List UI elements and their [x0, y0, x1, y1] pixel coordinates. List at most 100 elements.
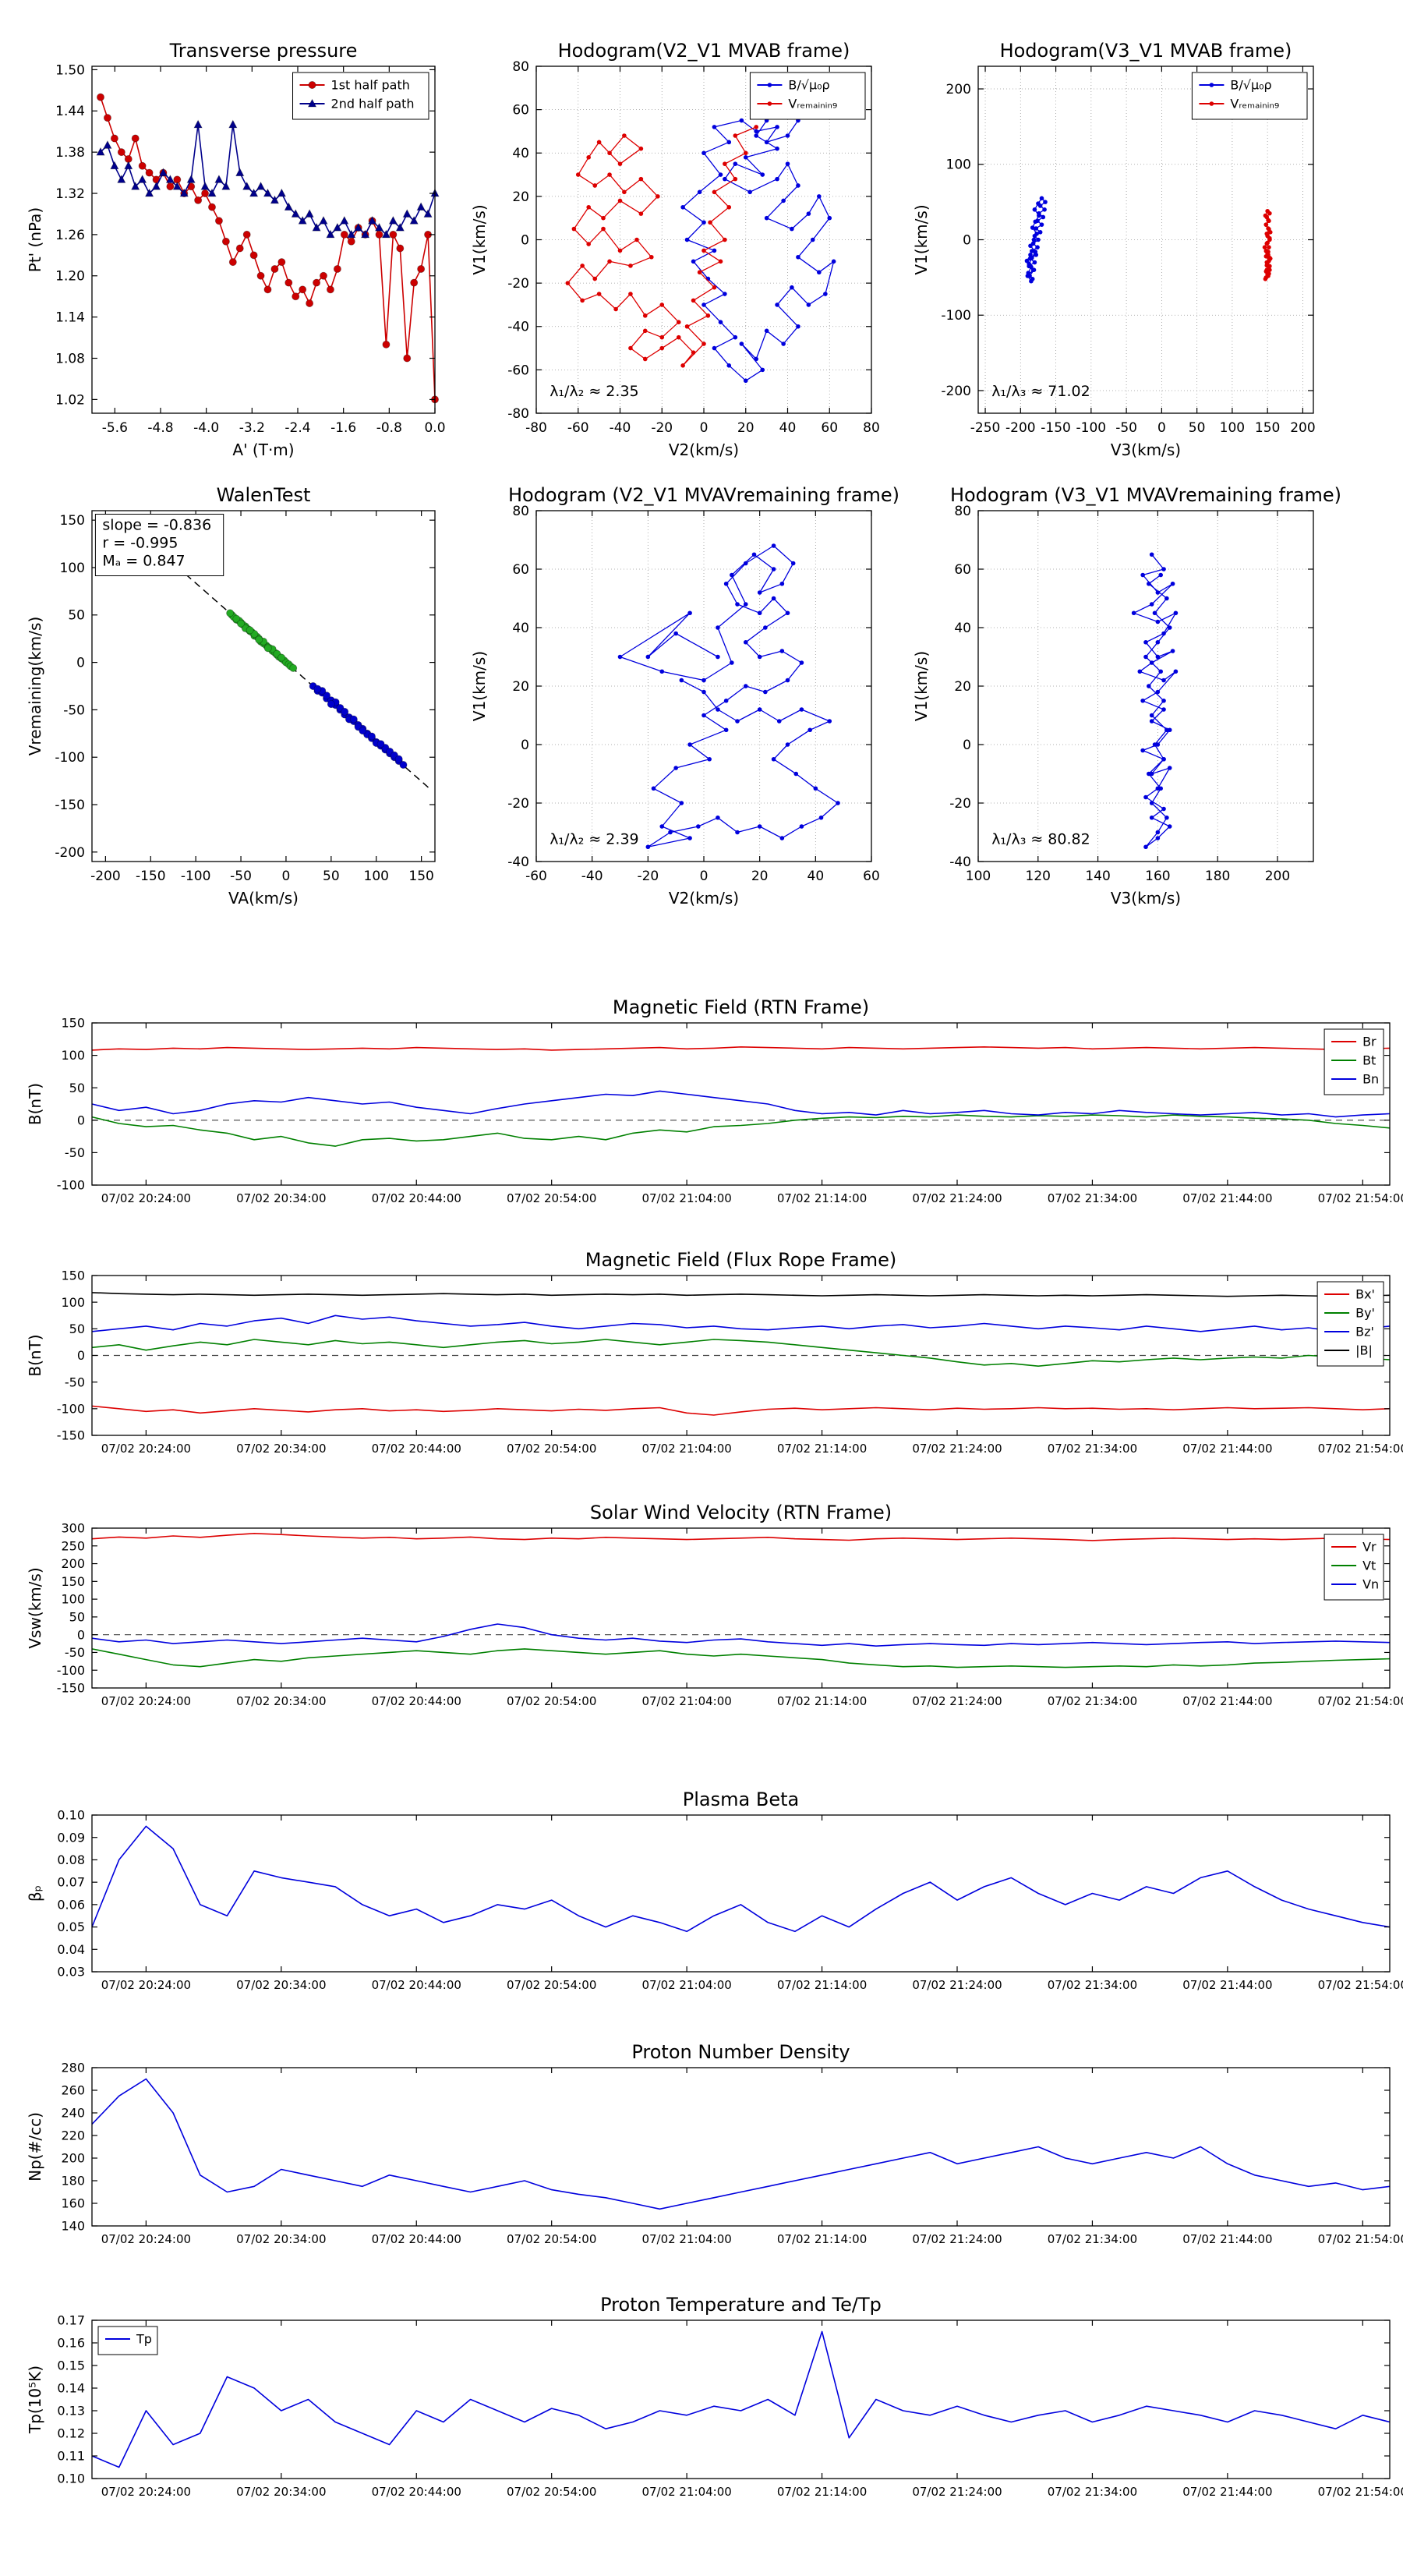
y-tick-label: -150 [57, 1428, 85, 1443]
y-tick-label: 280 [61, 2061, 85, 2075]
x-tick-label: 100 [364, 869, 389, 884]
series-Bz' [91, 1315, 1391, 1332]
x-tick-label: 07/02 20:44:00 [372, 2232, 461, 2246]
y-tick-label: 50 [69, 1081, 85, 1095]
legend-label: Bz' [1355, 1325, 1374, 1339]
y-tick-label: 50 [69, 1609, 85, 1624]
y-tick-label: 0.11 [57, 2449, 85, 2464]
x-tick-label: 180 [1205, 869, 1230, 884]
x-tick-label: 07/02 20:54:00 [507, 1978, 596, 1992]
chart-title: Plasma Beta [683, 1789, 799, 1810]
x-tick-label: 07/02 21:24:00 [912, 2232, 1002, 2246]
legend: 1st half path 2nd half path [292, 72, 429, 120]
y-tick-label: -20 [507, 796, 529, 812]
x-tick-label: 07/02 20:24:00 [101, 1442, 191, 1456]
y-tick-label: 0.04 [57, 1942, 85, 1957]
y-tick-label: -20 [507, 276, 529, 292]
x-tick-label: 100 [966, 869, 991, 884]
x-tick-label: -50 [1115, 420, 1137, 436]
x-tick-label: 07/02 21:34:00 [1048, 1694, 1137, 1708]
chart-title: Magnetic Field (Flux Rope Frame) [585, 1249, 896, 1271]
series-Bn [91, 1090, 1391, 1118]
x-tick-label: -50 [230, 869, 252, 884]
x-tick-label: 07/02 21:44:00 [1182, 2232, 1272, 2246]
x-tick-label: 07/02 21:54:00 [1318, 1191, 1403, 1205]
annotation-line: r = -0.995 [102, 535, 178, 552]
x-tick-label: 07/02 21:34:00 [1048, 1978, 1137, 1992]
y-axis-label: βₚ [26, 1885, 44, 1902]
y-tick-label: 0.10 [57, 1808, 85, 1823]
x-tick-label: 07/02 21:04:00 [641, 2232, 731, 2246]
x-tick-label: -40 [581, 869, 603, 884]
legend-label: Vn [1362, 1577, 1379, 1592]
chart-solar-wind-velocity: 07/02 20:24:00 07/02 20:34:00 07/02 20:44:… [26, 1502, 1403, 1708]
chart-transverse-pressure: -5.6 -4.8 -4.0 -3.2 -2.4 -1.6 -0.8 0.0 1.02 1.08 1… [26, 40, 446, 459]
series-Tp [91, 2330, 1391, 2468]
x-tick-label: 07/02 21:44:00 [1182, 2485, 1272, 2499]
legend-label: Bn [1362, 1072, 1379, 1087]
y-tick-label: -100 [941, 308, 971, 324]
y-tick-label: 80 [512, 59, 529, 75]
x-tick-label: -2.4 [284, 420, 310, 436]
legend: Tp [97, 2326, 158, 2355]
legend: Bx' By' Bz' |B| [1316, 1281, 1384, 1367]
x-tick-label: 200 [1265, 869, 1290, 884]
x-tick-label: 07/02 21:44:00 [1182, 1442, 1272, 1456]
x-tick-label: 50 [1189, 420, 1206, 436]
y-tick-label: 80 [512, 504, 529, 519]
annotation: λ₁/λ₃ ≈ 80.82 [991, 831, 1090, 848]
y-axis-label: B(nT) [26, 1083, 44, 1125]
y-tick-label: -80 [507, 406, 529, 422]
x-tick-label: 07/02 20:54:00 [507, 2485, 596, 2499]
y-tick-label: 20 [512, 679, 529, 695]
legend: B/√μ₀ρ Vᵣₑₘₐᵢₙᵢₙ₉ [749, 72, 866, 120]
x-tick-label: 07/02 20:24:00 [101, 1694, 191, 1708]
y-tick-label: 0 [77, 1113, 85, 1127]
chart-title: Hodogram (V2_V1 MVAVremaining frame) [508, 484, 899, 506]
y-tick-label: -100 [57, 1663, 85, 1678]
y-tick-label: 150 [61, 1016, 85, 1031]
chart-magnetic-field-rtn: 07/02 20:24:00 07/02 20:34:00 07/02 20:44:… [26, 996, 1403, 1205]
y-tick-label: 1.38 [55, 145, 85, 161]
axes-frame [91, 1527, 1391, 1689]
x-tick-label: 07/02 20:34:00 [236, 1442, 326, 1456]
x-tick-label: 07/02 21:24:00 [912, 1978, 1002, 1992]
y-tick-label: 1.26 [55, 228, 85, 243]
x-tick-label: 07/02 20:44:00 [372, 1191, 461, 1205]
y-tick-label: 150 [61, 1269, 85, 1283]
annotation-line: slope = -0.836 [102, 517, 211, 534]
y-tick-label: 20 [512, 189, 529, 205]
x-tick-label: 07/02 21:14:00 [777, 2232, 867, 2246]
x-tick-label: -3.2 [239, 420, 265, 436]
y-tick-label: 50 [68, 608, 85, 624]
annotation-line: Mₐ = 0.847 [102, 553, 185, 570]
series-Vr [91, 1533, 1391, 1541]
x-tick-label: 07/02 20:34:00 [236, 1191, 326, 1205]
chart-hodogram-v2v1-mvav: -60 -40 -20 0 20 40 60-40-20020406080V2(km/s)V… [470, 484, 899, 908]
y-tick-label: 60 [512, 562, 529, 578]
legend-label: B/√μ₀ρ [1230, 78, 1271, 93]
x-tick-label: 20 [737, 420, 755, 436]
legend-label: Vt [1362, 1559, 1376, 1573]
x-tick-label: 07/02 21:34:00 [1048, 2232, 1137, 2246]
y-tick-label: 220 [61, 2128, 85, 2143]
x-tick-label: 07/02 20:24:00 [101, 1978, 191, 1992]
legend: B/√μ₀ρ Vᵣₑₘₐᵢₙᵢₙ₉ [1191, 72, 1308, 120]
y-axis-label: Np(#/cc) [26, 2112, 44, 2181]
legend-label: 2nd half path [331, 97, 415, 111]
x-tick-label: 07/02 20:34:00 [236, 1978, 326, 1992]
y-tick-label: -100 [57, 1178, 85, 1193]
x-tick-label: 07/02 21:44:00 [1182, 1978, 1272, 1992]
legend-label: B/√μ₀ρ [788, 78, 829, 93]
x-tick-label: -5.6 [102, 420, 128, 436]
axes-frame [91, 65, 436, 414]
x-tick-label: 07/02 20:54:00 [507, 2232, 596, 2246]
y-tick-label: 50 [69, 1322, 85, 1336]
x-tick-label: 0 [700, 420, 709, 436]
y-tick-label: -50 [65, 1375, 85, 1389]
series-1st half path [100, 97, 436, 400]
x-tick-label: -100 [1076, 420, 1107, 436]
y-tick-label: 0.14 [57, 2381, 85, 2396]
